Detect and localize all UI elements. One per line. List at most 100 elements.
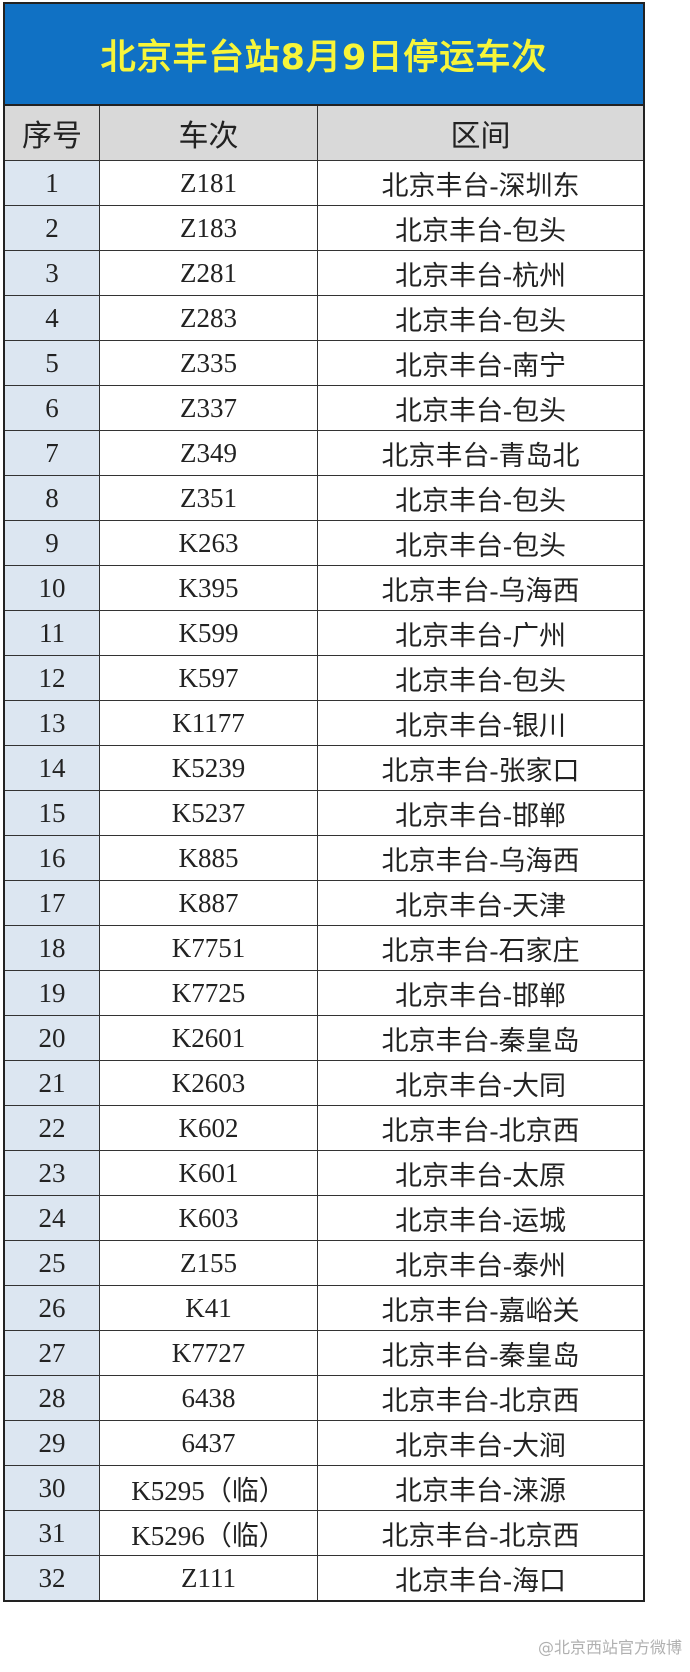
train-cell: K1177 xyxy=(100,701,318,745)
table-row: 17 K887 北京丰台-天津 xyxy=(5,881,643,926)
train-cell: K41 xyxy=(100,1286,318,1330)
table-row: 29 6437 北京丰台-大涧 xyxy=(5,1421,643,1466)
train-cell: K597 xyxy=(100,656,318,700)
route-cell: 北京丰台-石家庄 xyxy=(381,935,580,966)
route-cell: 北京丰台-包头 xyxy=(395,530,566,561)
train-cell: Z349 xyxy=(100,431,318,475)
train-cell: K5239 xyxy=(100,746,318,790)
route-cell: 北京丰台-包头 xyxy=(395,485,566,516)
index-cell: 16 xyxy=(5,836,100,880)
route-cell: 北京丰台-杭州 xyxy=(395,260,566,291)
index-cell: 14 xyxy=(5,746,100,790)
train-cell: K603 xyxy=(100,1196,318,1240)
table-row: 7 Z349 北京丰台-青岛北 xyxy=(5,431,643,476)
index-cell: 8 xyxy=(5,476,100,520)
table-title: 北京丰台站8月9日停运车次 xyxy=(5,4,643,106)
index-cell: 32 xyxy=(5,1556,100,1600)
route-cell: 北京丰台-大同 xyxy=(395,1070,566,1101)
train-cell: Z183 xyxy=(100,206,318,250)
suspended-trains-table: 北京丰台站8月9日停运车次 序号 车次 区间 1 Z181 北京丰台-深圳东 2 Z18… xyxy=(3,2,645,1602)
route-cell: 北京丰台-包头 xyxy=(395,305,566,336)
train-cell: K5295（临） xyxy=(100,1466,318,1510)
table-row: 3 Z281 北京丰台-杭州 xyxy=(5,251,643,296)
index-cell: 17 xyxy=(5,881,100,925)
route-cell: 北京丰台-张家口 xyxy=(381,755,580,786)
table-row: 24 K603 北京丰台-运城 xyxy=(5,1196,643,1241)
watermark: @北京西站官方微博 xyxy=(537,1638,682,1657)
train-cell: K7725 xyxy=(100,971,318,1015)
train-cell: Z111 xyxy=(100,1556,318,1600)
train-cell: K5237 xyxy=(100,791,318,835)
table-row: 31 K5296（临） 北京丰台-北京西 xyxy=(5,1511,643,1556)
index-cell: 20 xyxy=(5,1016,100,1060)
table-row: 23 K601 北京丰台-太原 xyxy=(5,1151,643,1196)
table-row: 26 K41 北京丰台-嘉峪关 xyxy=(5,1286,643,1331)
index-cell: 3 xyxy=(5,251,100,295)
index-cell: 30 xyxy=(5,1466,100,1510)
table-row: 8 Z351 北京丰台-包头 xyxy=(5,476,643,521)
train-cell: Z335 xyxy=(100,341,318,385)
index-cell: 13 xyxy=(5,701,100,745)
route-cell: 北京丰台-大涧 xyxy=(395,1430,566,1461)
train-cell: Z337 xyxy=(100,386,318,430)
index-cell: 5 xyxy=(5,341,100,385)
index-cell: 2 xyxy=(5,206,100,250)
route-cell: 北京丰台-包头 xyxy=(395,215,566,246)
route-cell: 北京丰台-青岛北 xyxy=(381,440,580,471)
route-cell: 北京丰台-包头 xyxy=(395,395,566,426)
header-train: 车次 xyxy=(100,106,318,160)
table-row: 1 Z181 北京丰台-深圳东 xyxy=(5,161,643,206)
train-cell: K602 xyxy=(100,1106,318,1150)
table-row: 21 K2603 北京丰台-大同 xyxy=(5,1061,643,1106)
route-cell: 北京丰台-秦皇岛 xyxy=(381,1025,580,1056)
table-row: 15 K5237 北京丰台-邯郸 xyxy=(5,791,643,836)
index-cell: 6 xyxy=(5,386,100,430)
route-cell: 北京丰台-乌海西 xyxy=(381,845,580,876)
train-cell: K599 xyxy=(100,611,318,655)
index-cell: 10 xyxy=(5,566,100,610)
table-row: 12 K597 北京丰台-包头 xyxy=(5,656,643,701)
train-cell: Z155 xyxy=(100,1241,318,1285)
route-cell: 北京丰台-乌海西 xyxy=(381,575,580,606)
table-row: 28 6438 北京丰台-北京西 xyxy=(5,1376,643,1421)
table-row: 22 K602 北京丰台-北京西 xyxy=(5,1106,643,1151)
index-cell: 15 xyxy=(5,791,100,835)
route-cell: 北京丰台-嘉峪关 xyxy=(381,1295,580,1326)
route-cell: 北京丰台-深圳东 xyxy=(381,170,580,201)
index-cell: 7 xyxy=(5,431,100,475)
train-cell: Z181 xyxy=(100,161,318,205)
index-cell: 4 xyxy=(5,296,100,340)
table-row: 11 K599 北京丰台-广州 xyxy=(5,611,643,656)
train-cell: K5296（临） xyxy=(100,1511,318,1555)
train-cell: K7751 xyxy=(100,926,318,970)
train-cell: K7727 xyxy=(100,1331,318,1375)
route-cell: 北京丰台-邯郸 xyxy=(395,800,566,831)
index-cell: 27 xyxy=(5,1331,100,1375)
table-row: 4 Z283 北京丰台-包头 xyxy=(5,296,643,341)
route-cell: 北京丰台-北京西 xyxy=(381,1520,580,1551)
train-cell: K263 xyxy=(100,521,318,565)
table-row: 32 Z111 北京丰台-海口 xyxy=(5,1556,643,1600)
route-cell: 北京丰台-包头 xyxy=(395,665,566,696)
index-cell: 22 xyxy=(5,1106,100,1150)
index-cell: 26 xyxy=(5,1286,100,1330)
route-cell: 北京丰台-海口 xyxy=(395,1565,566,1596)
train-cell: K2601 xyxy=(100,1016,318,1060)
train-cell: K601 xyxy=(100,1151,318,1195)
index-cell: 31 xyxy=(5,1511,100,1555)
table-row: 14 K5239 北京丰台-张家口 xyxy=(5,746,643,791)
train-cell: Z281 xyxy=(100,251,318,295)
table-row: 6 Z337 北京丰台-包头 xyxy=(5,386,643,431)
train-cell: K2603 xyxy=(100,1061,318,1105)
table-row: 13 K1177 北京丰台-银川 xyxy=(5,701,643,746)
table-row: 30 K5295（临） 北京丰台-涞源 xyxy=(5,1466,643,1511)
table-row: 5 Z335 北京丰台-南宁 xyxy=(5,341,643,386)
route-cell: 北京丰台-银川 xyxy=(395,710,566,741)
route-cell: 北京丰台-南宁 xyxy=(395,350,566,381)
route-cell: 北京丰台-北京西 xyxy=(381,1385,580,1416)
header-index: 序号 xyxy=(5,106,100,160)
index-cell: 25 xyxy=(5,1241,100,1285)
index-cell: 11 xyxy=(5,611,100,655)
train-cell: Z283 xyxy=(100,296,318,340)
table-row: 20 K2601 北京丰台-秦皇岛 xyxy=(5,1016,643,1061)
